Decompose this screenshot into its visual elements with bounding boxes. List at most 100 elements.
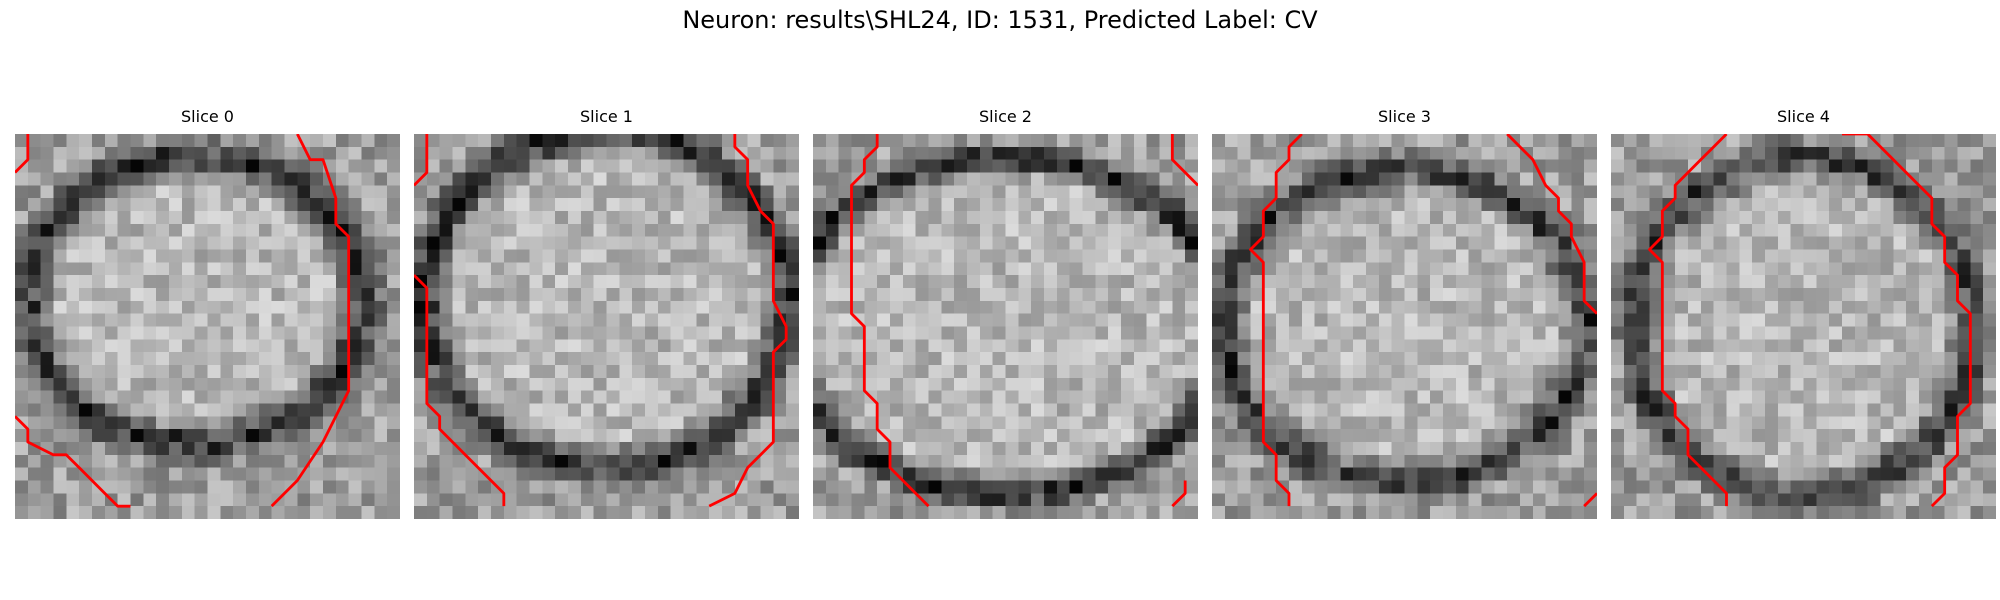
pixel	[1713, 198, 1727, 212]
pixel	[928, 416, 942, 430]
pixel	[1031, 223, 1045, 237]
pixel	[838, 275, 852, 289]
pixel	[1159, 403, 1173, 417]
pixel	[1289, 223, 1303, 237]
pixel	[1675, 390, 1689, 404]
pixel	[1481, 288, 1495, 302]
pixel	[426, 339, 440, 353]
pixel	[1185, 236, 1198, 250]
pixel	[1777, 352, 1791, 366]
pixel	[825, 198, 839, 212]
pixel	[1095, 185, 1109, 199]
pixel	[1777, 159, 1791, 173]
pixel	[954, 159, 968, 173]
pixel	[1018, 313, 1032, 327]
pixel	[606, 326, 620, 340]
pixel	[1366, 506, 1380, 519]
pixel	[439, 377, 453, 391]
pixel	[1970, 134, 1984, 148]
slice-panel-1: Slice 1	[414, 107, 799, 519]
pixel	[1816, 134, 1830, 148]
pixel	[851, 506, 865, 519]
pixel	[503, 467, 517, 481]
pixel	[1584, 480, 1597, 494]
pixel	[1391, 429, 1405, 443]
pixel	[1340, 403, 1354, 417]
pixel	[40, 377, 54, 391]
pixel	[1044, 159, 1058, 173]
pixel	[220, 416, 234, 430]
pixel	[979, 403, 993, 417]
pixel	[1121, 480, 1135, 494]
pixel	[1558, 223, 1572, 237]
pixel	[1944, 134, 1958, 148]
pixel	[1944, 442, 1958, 456]
pixel	[194, 275, 208, 289]
pixel	[271, 198, 285, 212]
pixel	[813, 403, 827, 417]
pixel	[1649, 211, 1663, 225]
pixel	[1970, 300, 1984, 314]
pixel	[1842, 454, 1856, 468]
pixel	[1353, 223, 1367, 237]
pixel	[439, 211, 453, 225]
pixel	[580, 403, 594, 417]
pixel	[1790, 480, 1804, 494]
pixel	[1250, 403, 1264, 417]
pixel	[335, 365, 349, 379]
pixel	[414, 493, 428, 507]
pixel	[117, 442, 131, 456]
pixel	[979, 326, 993, 340]
pixel	[1108, 275, 1122, 289]
pixel	[1545, 300, 1559, 314]
pixel	[619, 249, 633, 263]
pixel	[1675, 480, 1689, 494]
pixel	[1468, 313, 1482, 327]
pixel	[452, 429, 466, 443]
pixel	[1133, 211, 1147, 225]
pixel	[979, 146, 993, 160]
pixel	[1662, 403, 1676, 417]
pixel	[335, 146, 349, 160]
pixel	[1108, 223, 1122, 237]
pixel	[760, 339, 774, 353]
pixel	[1803, 326, 1817, 340]
pixel	[284, 493, 298, 507]
pixel	[516, 403, 530, 417]
pixel	[1611, 506, 1625, 519]
pixel	[348, 159, 362, 173]
pixel	[1146, 365, 1160, 379]
pixel	[1069, 339, 1083, 353]
pixel	[1455, 493, 1469, 507]
pixel	[1263, 454, 1277, 468]
pixel	[542, 429, 556, 443]
pixel	[1172, 236, 1186, 250]
pixel	[1185, 185, 1198, 199]
pixel	[1507, 506, 1521, 519]
pixel	[297, 198, 311, 212]
pixel	[1545, 288, 1559, 302]
pixel	[992, 275, 1006, 289]
pixel	[979, 185, 993, 199]
pixel	[516, 172, 530, 186]
pixel	[374, 300, 388, 314]
pixel	[1146, 172, 1160, 186]
pixel	[1082, 403, 1096, 417]
pixel	[1584, 185, 1597, 199]
pixel	[1713, 146, 1727, 160]
pixel	[1726, 467, 1740, 481]
pixel	[1893, 134, 1907, 148]
pixel	[1611, 146, 1625, 160]
pixel	[1082, 454, 1096, 468]
pixel	[284, 159, 298, 173]
pixel	[1623, 223, 1637, 237]
pixel	[1430, 454, 1444, 468]
pixel	[928, 467, 942, 481]
contour-line	[1506, 134, 1597, 315]
pixel	[1752, 352, 1766, 366]
pixel	[374, 236, 388, 250]
pixel	[542, 211, 556, 225]
pixel	[747, 506, 761, 519]
pixel	[1545, 429, 1559, 443]
pixel	[1391, 442, 1405, 456]
